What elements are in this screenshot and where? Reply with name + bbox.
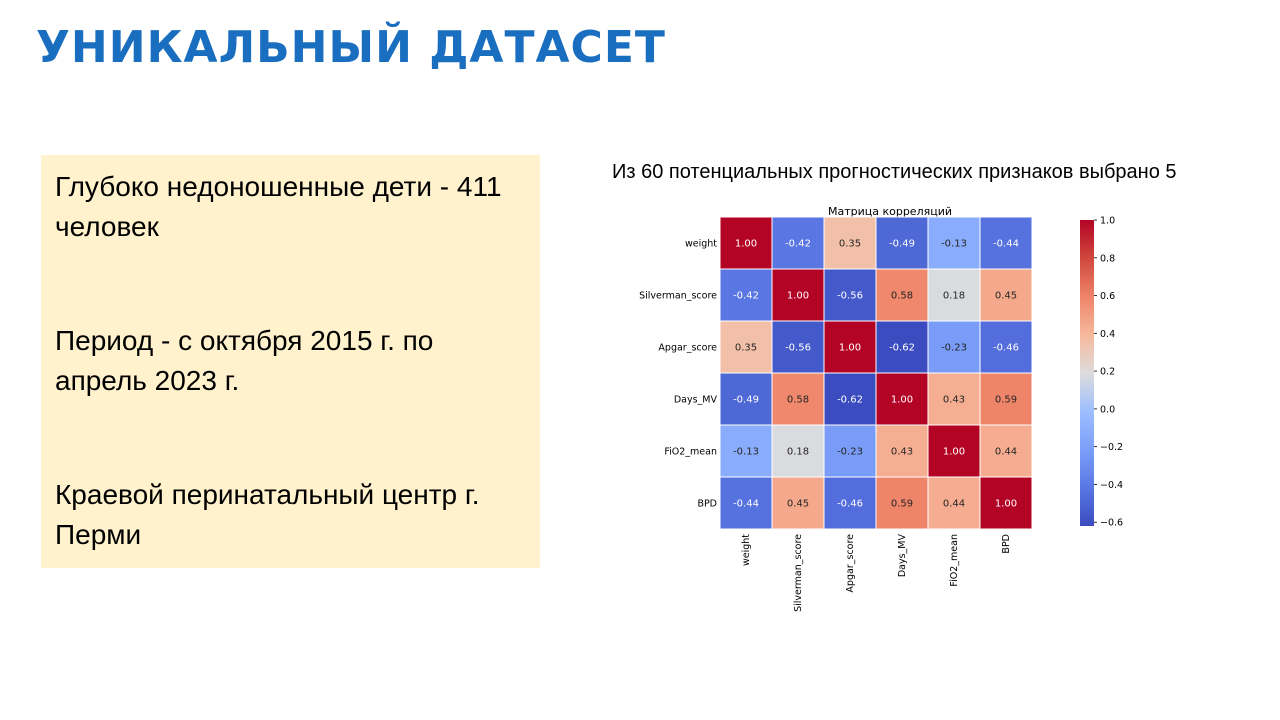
heatmap-cell-label: 1.00 bbox=[735, 239, 757, 250]
heatmap-cell bbox=[979, 372, 1033, 426]
heatmap-cell bbox=[875, 372, 929, 426]
heatmap-cell-label: -0.46 bbox=[837, 499, 863, 510]
heatmap-cell bbox=[823, 372, 877, 426]
heatmap-cell-label: -0.42 bbox=[733, 291, 759, 302]
heatmap-cell-label: 0.44 bbox=[995, 447, 1017, 458]
heatmap-cell-label: 0.18 bbox=[943, 291, 965, 302]
heatmap-cell-label: 1.00 bbox=[891, 395, 913, 406]
heatmap-col-label: FiO2_mean bbox=[949, 534, 960, 587]
heatmap-cell-label: 1.00 bbox=[995, 499, 1017, 510]
colorbar-tick-label: 0.8 bbox=[1100, 253, 1115, 264]
heatmap-cell-label: -0.13 bbox=[941, 239, 967, 250]
heatmap-cell bbox=[979, 320, 1033, 374]
heatmap-caption: Из 60 потенциальных прогностических приз… bbox=[612, 161, 1177, 183]
heatmap-col-label: Silverman_score bbox=[793, 534, 804, 612]
colorbar-tick-label: −0.4 bbox=[1100, 480, 1123, 491]
heatmap-cell bbox=[979, 268, 1033, 322]
heatmap-row-label: weight bbox=[685, 239, 717, 250]
heatmap-cell-label: 0.18 bbox=[787, 447, 809, 458]
heatmap-cell bbox=[875, 320, 929, 374]
correlation-heatmap: Матрица корреляций 1.00 -0.42 0.35 -0.49 -0.… bbox=[620, 200, 1140, 620]
info-box: Глубоко недоношенные дети - 411 человек … bbox=[41, 155, 540, 568]
heatmap-cell-label: -0.23 bbox=[837, 447, 863, 458]
heatmap-cell-label: -0.42 bbox=[785, 239, 811, 250]
heatmap-cell bbox=[719, 372, 773, 426]
heatmap-cell-label: 0.44 bbox=[943, 499, 965, 510]
heatmap-col-label: BPD bbox=[1001, 534, 1012, 554]
heatmap-cell bbox=[875, 268, 929, 322]
heatmap-cell bbox=[719, 216, 773, 270]
heatmap-cell bbox=[771, 320, 825, 374]
heatmap-cell-label: 0.35 bbox=[735, 343, 757, 354]
heatmap-cell bbox=[927, 320, 981, 374]
heatmap-cell-label: 1.00 bbox=[943, 447, 965, 458]
colorbar-tick-label: −0.6 bbox=[1100, 518, 1123, 529]
heatmap-cell bbox=[823, 424, 877, 478]
heatmap-cell bbox=[771, 268, 825, 322]
heatmap-row-label: FiO2_mean bbox=[664, 447, 717, 458]
heatmap-cell bbox=[823, 216, 877, 270]
heatmap-cell-label: -0.62 bbox=[889, 343, 915, 354]
heatmap-cell-label: 0.43 bbox=[943, 395, 965, 406]
heatmap-row-label: BPD bbox=[697, 499, 717, 510]
heatmap-cell-label: -0.44 bbox=[733, 499, 759, 510]
heatmap-cell-label: -0.13 bbox=[733, 447, 759, 458]
heatmap-cell-label: 1.00 bbox=[839, 343, 861, 354]
heatmap-cell-label: 0.58 bbox=[787, 395, 809, 406]
colorbar-tick-label: 0.4 bbox=[1100, 329, 1115, 340]
heatmap-cell-label: -0.49 bbox=[733, 395, 759, 406]
heatmap-cell-label: -0.62 bbox=[837, 395, 863, 406]
heatmap-cell-label: 0.43 bbox=[891, 447, 913, 458]
info-item-period: Период - с октября 2015 г. по апрель 202… bbox=[55, 325, 434, 396]
heatmap-cell-label: 0.59 bbox=[891, 499, 913, 510]
heatmap-col-label: weight bbox=[741, 534, 752, 566]
colorbar-tick-label: 1.0 bbox=[1100, 216, 1115, 227]
heatmap-cell-label: -0.46 bbox=[993, 343, 1019, 354]
heatmap-cell bbox=[875, 476, 929, 530]
heatmap-cell-label: 0.45 bbox=[995, 291, 1017, 302]
heatmap-cell bbox=[979, 476, 1033, 530]
heatmap-cell-label: -0.56 bbox=[785, 343, 811, 354]
heatmap-cell bbox=[719, 476, 773, 530]
heatmap-cell bbox=[979, 424, 1033, 478]
heatmap-cell bbox=[875, 424, 929, 478]
heatmap-cell-label: 0.35 bbox=[839, 239, 861, 250]
heatmap-cell bbox=[927, 424, 981, 478]
heatmap-cell-label: 0.58 bbox=[891, 291, 913, 302]
heatmap-cell-label: -0.44 bbox=[993, 239, 1019, 250]
colorbar-tick-label: 0.2 bbox=[1100, 367, 1115, 378]
colorbar-tick-label: 0.6 bbox=[1100, 291, 1115, 302]
heatmap-cell bbox=[719, 424, 773, 478]
heatmap-cell bbox=[927, 476, 981, 530]
heatmap-row-label: Apgar_score bbox=[658, 343, 717, 354]
heatmap-cell bbox=[979, 216, 1033, 270]
info-item-patients: Глубоко недоношенные дети - 411 человек bbox=[55, 171, 502, 242]
heatmap-row-label: Silverman_score bbox=[639, 291, 717, 302]
colorbar bbox=[1080, 220, 1094, 526]
slide-title: УНИКАЛЬНЫЙ ДАТАСЕТ bbox=[36, 22, 666, 73]
heatmap-cell-label: -0.23 bbox=[941, 343, 967, 354]
info-item-center: Краевой перинатальный центр г. Перми bbox=[55, 479, 480, 550]
heatmap-title: Матрица корреляций bbox=[828, 205, 952, 218]
heatmap-cell-label: 0.45 bbox=[787, 499, 809, 510]
colorbar-tick-label: −0.2 bbox=[1100, 442, 1123, 453]
heatmap-cell-label: -0.49 bbox=[889, 239, 915, 250]
heatmap-svg: Матрица корреляций 1.00 -0.42 0.35 -0.49 -0.… bbox=[639, 205, 1123, 612]
heatmap-cell bbox=[771, 216, 825, 270]
heatmap-col-label: Apgar_score bbox=[845, 534, 856, 593]
heatmap-cell-label: 0.59 bbox=[995, 395, 1017, 406]
heatmap-col-label: Days_MV bbox=[897, 534, 908, 578]
heatmap-cell bbox=[927, 372, 981, 426]
heatmap-cell-label: 1.00 bbox=[787, 291, 809, 302]
heatmap-cell-label: -0.56 bbox=[837, 291, 863, 302]
heatmap-row-label: Days_MV bbox=[674, 395, 718, 406]
colorbar-tick-label: 0.0 bbox=[1100, 404, 1115, 415]
heatmap-cell bbox=[771, 372, 825, 426]
